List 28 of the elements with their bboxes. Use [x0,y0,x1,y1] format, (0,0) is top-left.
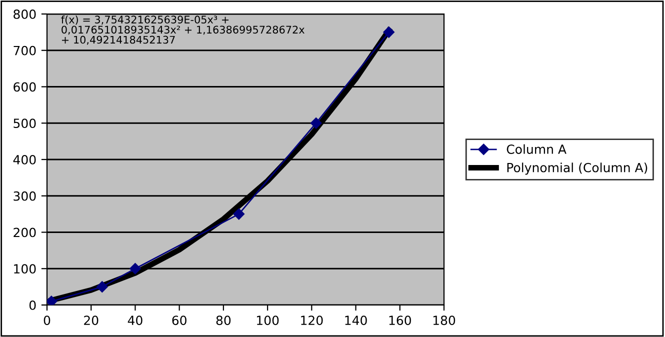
point [233,208,244,220]
legend-label: Polynomial (Column A) [507,162,648,175]
point [96,281,108,292]
x-tick-label: 100 [257,316,279,326]
x-tick-label: 60 [172,316,186,326]
y-tick-label: 500 [14,118,36,128]
y-tick-label: 200 [14,228,36,238]
legend-label: Column A [506,144,566,154]
y-tick-label: 700 [14,46,36,56]
y-tick-label: 100 [14,264,36,274]
y-tick-label: 300 [14,191,36,201]
point [310,118,322,129]
x-tick-label: 20 [84,316,98,326]
x-tick-label: 80 [216,316,231,326]
y-tick-label: 0 [29,300,36,310]
x-tick-label: 120 [301,316,323,326]
y-tick-label: 600 [14,82,36,92]
annotation: f(x) = 3,754321625639E-05x³ + 0,017651018935143x² + 1,16386995728672x + 10,4921418452137 [61,15,304,45]
x-tick-label: 160 [389,316,411,326]
point [47,296,58,305]
x-tick-label: 180 [433,316,456,326]
x-tick-label: 140 [345,316,367,326]
y-tick-label: 800 [14,9,36,19]
x-tick-label: 0 [44,316,50,326]
point [383,26,394,38]
point [130,263,141,274]
x-tick-label: 40 [128,316,142,326]
y-tick-label: 400 [13,154,36,164]
